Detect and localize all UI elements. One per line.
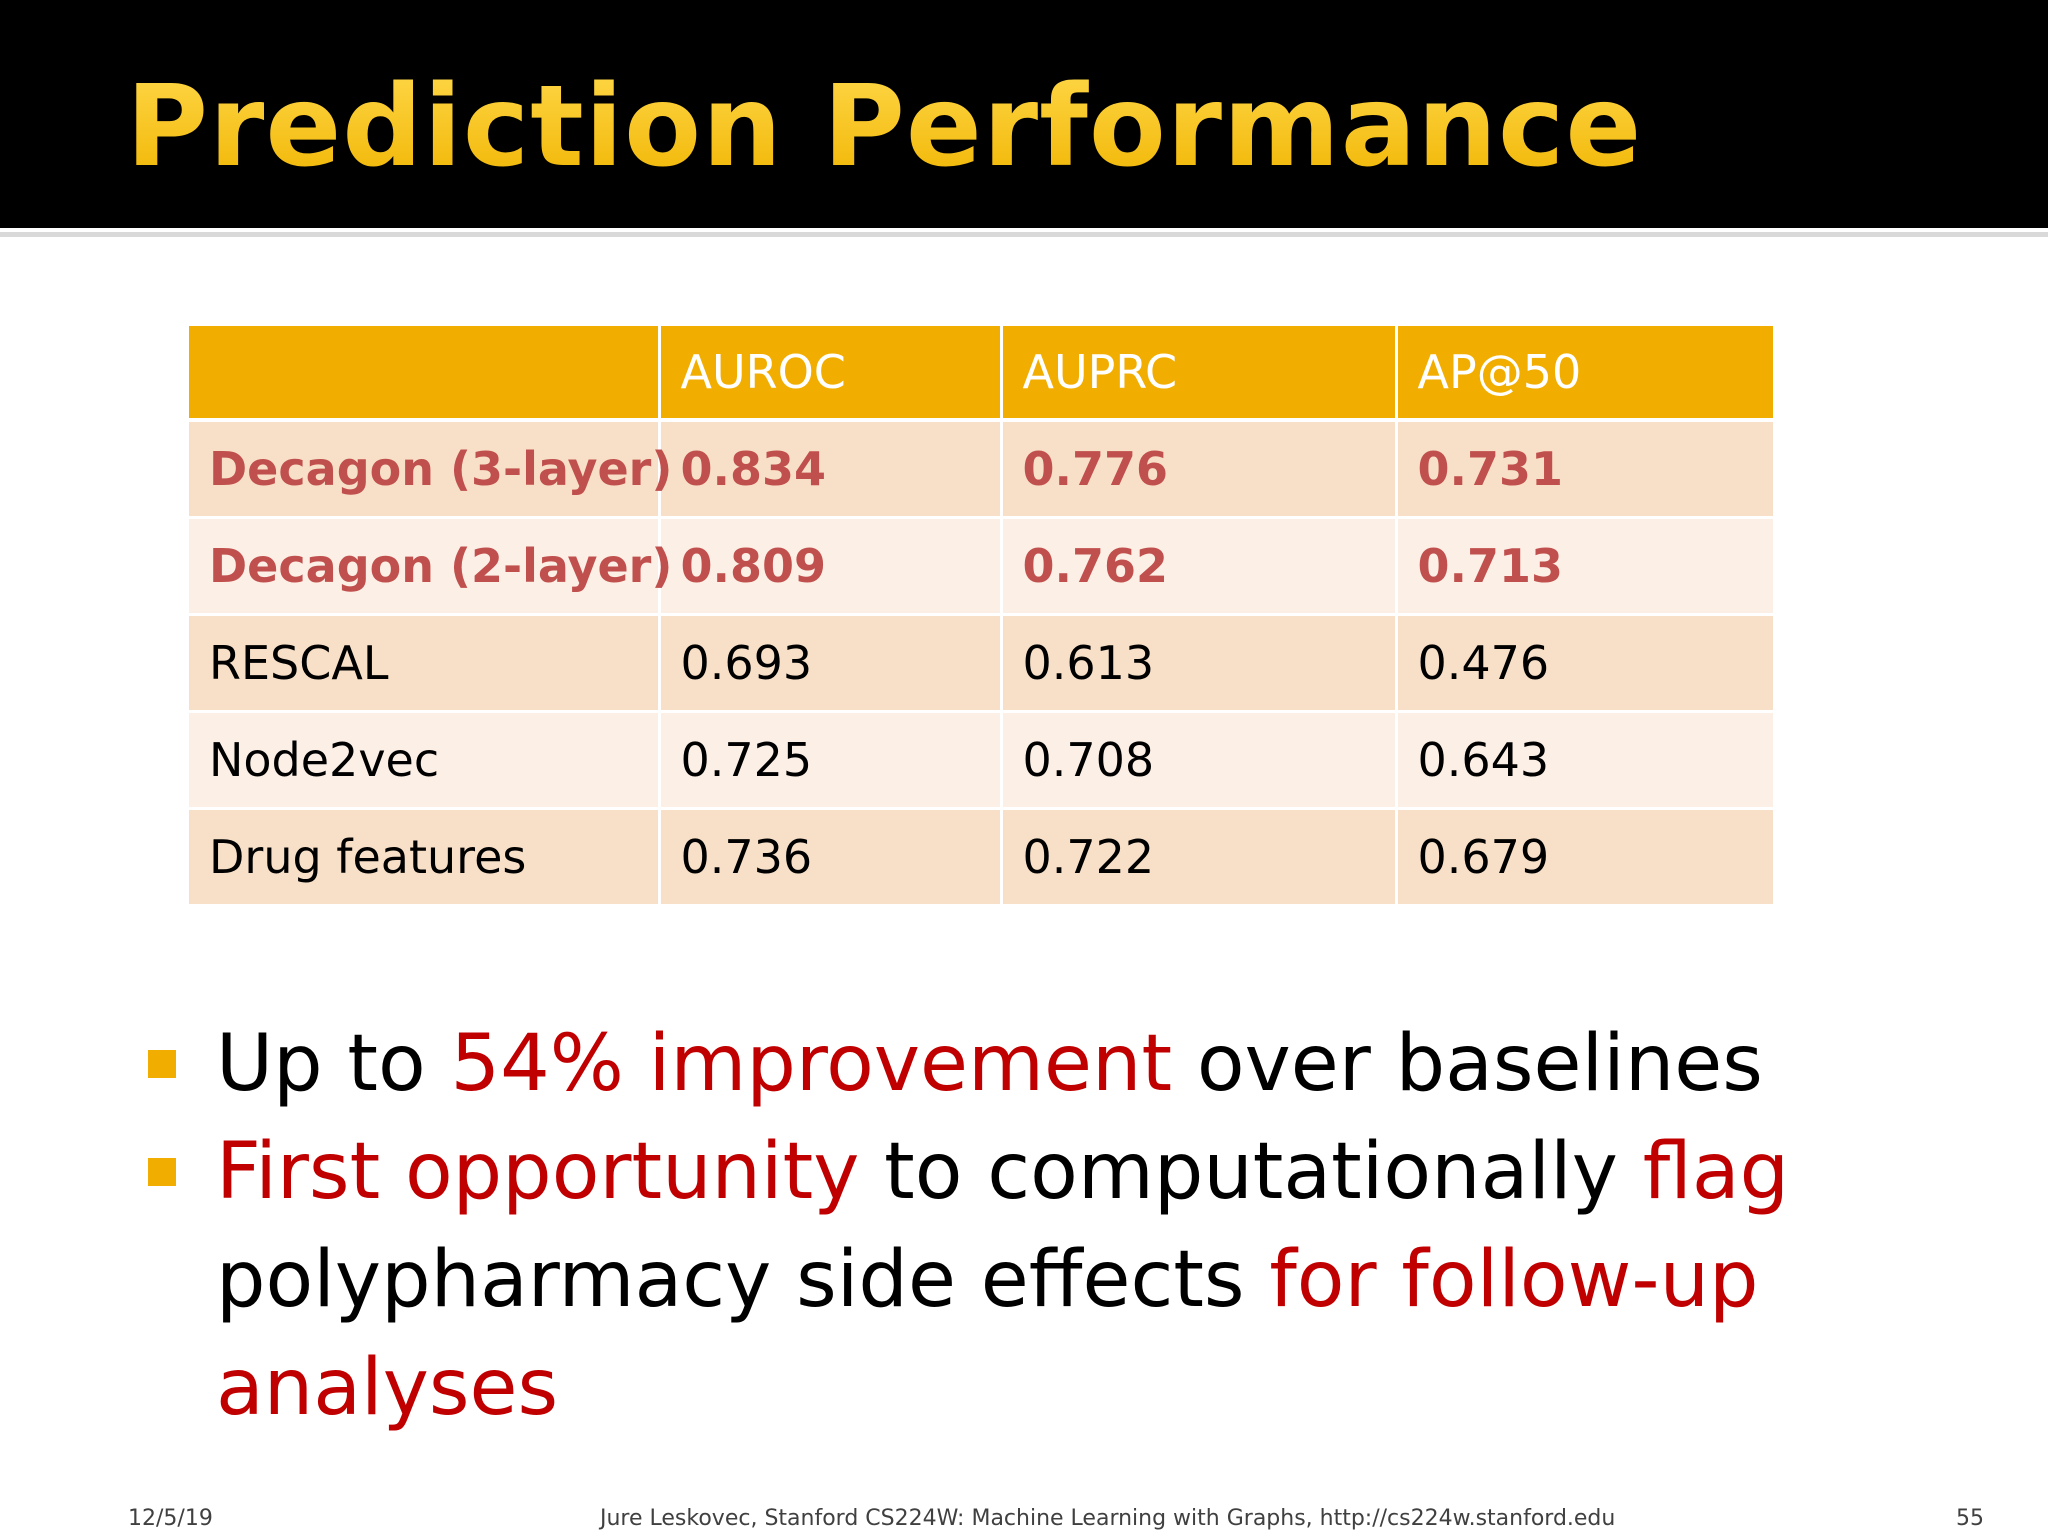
- bullet-text: Up to 54% improvement over baselines: [216, 1019, 1763, 1109]
- ap50-cell: 0.679: [1396, 808, 1773, 907]
- table-row: RESCAL 0.693 0.613 0.476: [189, 614, 1773, 713]
- bullet-segment-emphasis: First opportunity: [216, 1127, 860, 1217]
- square-bullet-icon: [148, 1158, 176, 1186]
- auroc-cell: 0.693: [659, 614, 1003, 713]
- table-row: Decagon (2-layer) 0.809 0.762 0.713: [189, 517, 1773, 616]
- ap50-cell: 0.476: [1396, 614, 1773, 713]
- bullet-segment-emphasis: 54% improvement: [450, 1019, 1173, 1109]
- title-bar: Prediction Performance: [0, 0, 2048, 228]
- auroc-cell: 0.834: [659, 420, 1003, 519]
- title-divider: [0, 232, 2048, 237]
- bullet-segment-emphasis: for follow-up analyses: [216, 1235, 1759, 1433]
- bullet-segment-emphasis: flag: [1642, 1127, 1790, 1217]
- header-cell-method: [189, 326, 661, 422]
- table-row: Decagon (3-layer) 0.834 0.776 0.731: [189, 420, 1773, 519]
- bullet-segment: Up to: [216, 1019, 451, 1109]
- slide-title: Prediction Performance: [126, 62, 1643, 192]
- page-number: 55: [1956, 1506, 1984, 1531]
- ap50-cell: 0.731: [1396, 420, 1773, 519]
- auroc-cell: 0.725: [659, 711, 1003, 810]
- auprc-cell: 0.613: [1001, 614, 1398, 713]
- bullet-segment: polypharmacy side effects: [216, 1235, 1270, 1325]
- method-cell: Drug features: [189, 808, 661, 907]
- footer-credit: Jure Leskovec, Stanford CS224W: Machine …: [600, 1506, 1616, 1531]
- bullet-item: Up to 54% improvement over baselines: [144, 1010, 1944, 1118]
- ap50-cell: 0.643: [1396, 711, 1773, 810]
- table-row: Node2vec 0.725 0.708 0.643: [189, 711, 1773, 810]
- bullet-segment: to computationally: [859, 1127, 1643, 1217]
- bullet-list: Up to 54% improvement over baselines Fir…: [144, 1010, 1944, 1442]
- header-cell-auroc: AUROC: [659, 326, 1003, 422]
- method-cell: Decagon (3-layer): [189, 420, 672, 519]
- ap50-cell: 0.713: [1396, 517, 1773, 616]
- bullet-segment: over baselines: [1172, 1019, 1763, 1109]
- auroc-cell: 0.809: [659, 517, 1003, 616]
- auprc-cell: 0.776: [1001, 420, 1398, 519]
- auprc-cell: 0.708: [1001, 711, 1398, 810]
- method-cell: Node2vec: [189, 711, 661, 810]
- results-table: AUROC AUPRC AP@50 Decagon (3-layer) 0.83…: [189, 326, 1773, 907]
- table-header-row: AUROC AUPRC AP@50: [189, 326, 1773, 422]
- footer-date: 12/5/19: [128, 1506, 213, 1531]
- auprc-cell: 0.722: [1001, 808, 1398, 907]
- method-cell: RESCAL: [189, 614, 661, 713]
- bullet-item: First opportunity to computationally fla…: [144, 1118, 1944, 1442]
- header-cell-ap50: AP@50: [1396, 326, 1773, 422]
- method-cell: Decagon (2-layer): [189, 517, 672, 616]
- table-row: Drug features 0.736 0.722 0.679: [189, 808, 1773, 907]
- auprc-cell: 0.762: [1001, 517, 1398, 616]
- header-cell-auprc: AUPRC: [1001, 326, 1398, 422]
- bullet-text: First opportunity to computationally fla…: [216, 1127, 1789, 1433]
- auroc-cell: 0.736: [659, 808, 1003, 907]
- square-bullet-icon: [148, 1050, 176, 1078]
